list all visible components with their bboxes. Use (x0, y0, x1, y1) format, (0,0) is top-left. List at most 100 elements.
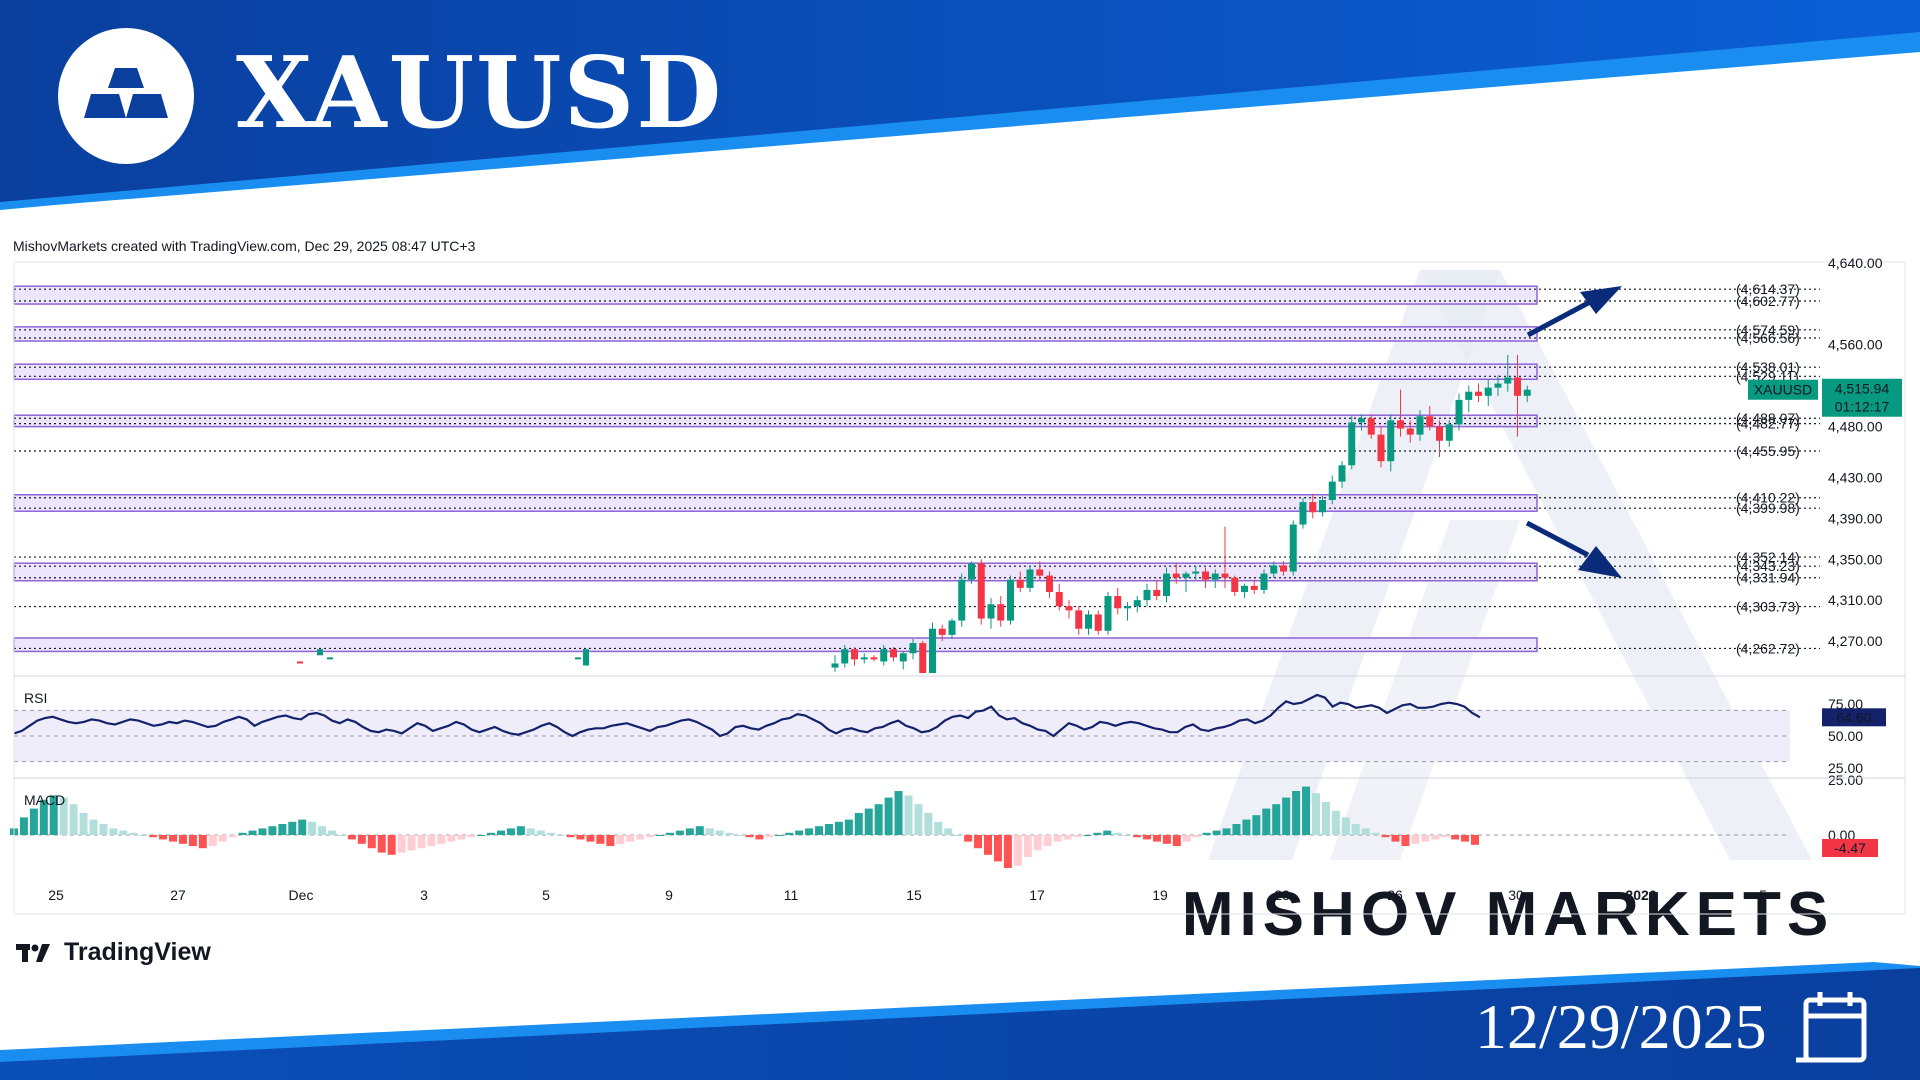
level-label: (4,602.77) (1736, 293, 1800, 309)
macd-bar (1202, 832, 1211, 835)
macd-bar (884, 797, 893, 835)
last-price-badge (1822, 378, 1902, 417)
candle-body (1270, 565, 1278, 574)
macd-bar (258, 828, 267, 835)
macd-bar (1073, 835, 1082, 838)
symbol-badge-label: XAUUSD (1754, 382, 1812, 398)
macd-bar (477, 835, 486, 836)
macd-bar (228, 835, 237, 838)
arrow-up-head (1580, 286, 1622, 314)
macd-bar (347, 835, 356, 840)
macd-bar (1421, 835, 1430, 842)
macd-bar (268, 826, 277, 835)
candles (297, 354, 1531, 673)
candle-body (1455, 399, 1463, 425)
candle-body (919, 643, 927, 673)
level-label: (4,482.77) (1736, 416, 1800, 432)
macd-bar (616, 835, 625, 844)
macd-bar (1262, 808, 1271, 835)
symbol-title: XAUUSD (236, 36, 724, 151)
candle-body (987, 604, 995, 619)
date-tick-label: 2026 (1625, 887, 1656, 903)
candle-body (583, 649, 589, 666)
date-tick-label: 17 (1029, 887, 1045, 903)
candle-body (851, 649, 858, 660)
axes: 4,640.00 4,560.00 4,480.00 4,430.00 4,390.00… (13, 255, 1906, 915)
candle-body (1007, 579, 1014, 621)
macd-bar (357, 835, 366, 844)
arrow-down (1525, 520, 1590, 558)
candle-body (1085, 614, 1092, 629)
macd-bar (1063, 835, 1072, 840)
report-date: 12/29/2025 (1475, 991, 1767, 1062)
sr-zone (13, 414, 1538, 428)
candle-body (1133, 600, 1141, 607)
price-tick-label: 4,350.00 (1828, 551, 1883, 567)
tradingview-icon (16, 943, 50, 962)
macd-bar (1302, 786, 1311, 835)
macd-bar (1361, 828, 1370, 835)
macd-bar (1043, 835, 1052, 846)
candle-body (1514, 377, 1521, 396)
macd-bar (1471, 835, 1479, 845)
macd-bar (1341, 817, 1350, 835)
candle-body (968, 563, 975, 580)
candle-body (1055, 591, 1063, 607)
macd-bar (288, 821, 297, 835)
candle-body (1289, 524, 1297, 572)
macd-bar (1282, 797, 1291, 835)
macd-bar (844, 819, 853, 835)
macd-bar (1003, 835, 1012, 868)
candle-body (1192, 571, 1200, 574)
macd-bar (576, 835, 585, 840)
macd-bar (99, 824, 108, 835)
attribution-text: MishovMarkets created with TradingView.c… (13, 238, 476, 254)
macd-bar (427, 835, 436, 846)
macd-bar (1192, 835, 1201, 838)
candle-body (997, 604, 1005, 621)
macd-bar (149, 835, 158, 838)
macd-bar (1162, 835, 1171, 844)
macd-bar (328, 830, 337, 835)
macd-bar (874, 804, 883, 835)
macd-bar (1093, 832, 1102, 835)
candle-body (1211, 573, 1219, 580)
price-tick-label: 4,430.00 (1828, 470, 1883, 486)
candle-body (958, 579, 966, 621)
rsi-tick-label: 50.00 (1828, 728, 1863, 744)
macd-bar (1311, 793, 1320, 835)
symbol-badge (1748, 379, 1818, 400)
macd-bar (1411, 835, 1420, 844)
macd-bar (1272, 804, 1281, 835)
macd-bar (725, 832, 734, 835)
macd-bar (755, 835, 764, 840)
macd-bar (735, 835, 744, 836)
macd-bar (1401, 835, 1410, 846)
rsi-last-label: 64.60 (1836, 709, 1871, 725)
macd-label: MACD (24, 792, 65, 808)
level-label: (4,331.94) (1736, 570, 1800, 586)
macd-bar (208, 835, 217, 846)
tradingview-logo[interactable]: TradingView (16, 938, 211, 967)
macd-bar (805, 828, 814, 835)
macd-bar (1461, 835, 1470, 842)
macd-bar (487, 832, 496, 835)
watermark-stripe (1330, 520, 1520, 860)
price-tick-label: 4,640.00 (1828, 255, 1883, 271)
macd-bar (1222, 828, 1231, 835)
macd-bar (1371, 832, 1380, 835)
macd-bar (765, 835, 774, 838)
candle-body (841, 649, 849, 664)
macd-bar (49, 795, 58, 835)
candle-body (1250, 585, 1258, 590)
candle-body (1182, 573, 1190, 578)
gold-bars-icon (84, 68, 168, 118)
macd-bar (1381, 835, 1390, 838)
macd-bar (864, 808, 873, 835)
macd-bar (984, 835, 992, 855)
countdown-label: 01:12:17 (1835, 399, 1890, 415)
candle-body (929, 628, 936, 673)
candle-body (899, 653, 907, 662)
macd-bar (119, 830, 128, 835)
